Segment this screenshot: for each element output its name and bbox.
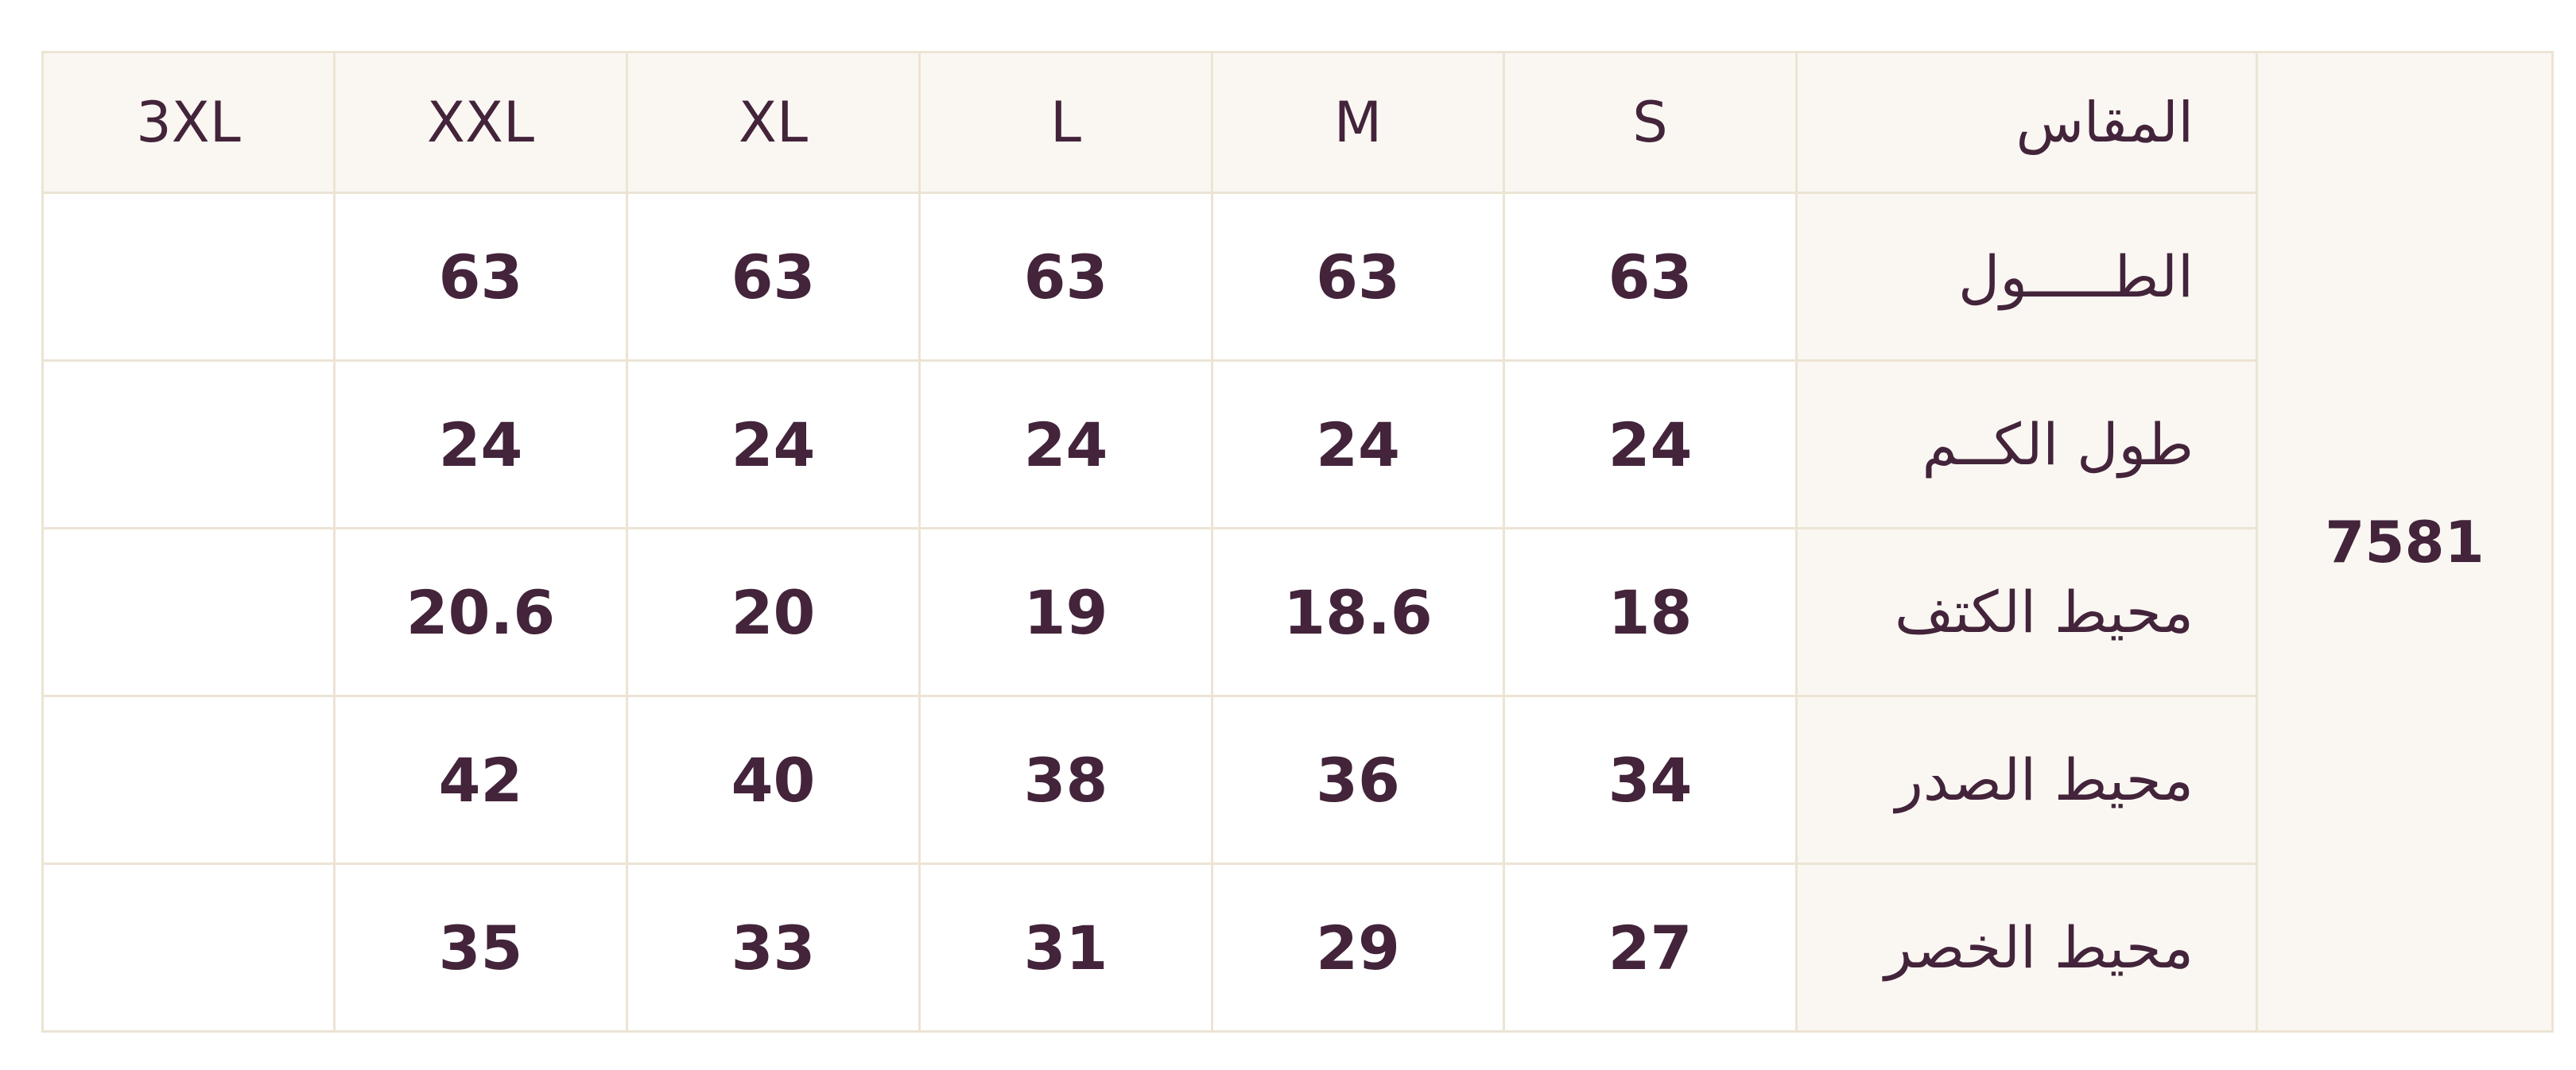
cell-value: 34 bbox=[1503, 695, 1798, 865]
cell-value: 36 bbox=[1211, 695, 1505, 865]
header-row: 7581 المقاس S M L XL XXL 3XL bbox=[41, 51, 2554, 1033]
cell-value: 63 bbox=[918, 192, 1213, 362]
cell-value: 42 bbox=[333, 695, 628, 865]
cell-value bbox=[41, 863, 336, 1033]
product-code: 7581 bbox=[2256, 51, 2554, 1033]
cell-value: 19 bbox=[918, 527, 1213, 697]
row-label: محيط الكتف bbox=[1795, 527, 2258, 697]
cell-value: 20 bbox=[626, 527, 921, 697]
table-row: محيط الكتف 18 18.6 19 20 20.6 bbox=[41, 527, 2553, 697]
size-header-3xl: 3XL bbox=[41, 51, 336, 194]
size-header-s: S bbox=[1503, 51, 1798, 194]
row-label: محيط الصدر bbox=[1795, 695, 2258, 865]
cell-value: 24 bbox=[918, 359, 1213, 529]
cell-value bbox=[41, 359, 336, 529]
size-header-m: M bbox=[1211, 51, 1505, 194]
cell-value: 18 bbox=[1503, 527, 1798, 697]
row-label: الطـــــول bbox=[1795, 192, 2258, 362]
row-label: طول الكــم bbox=[1795, 359, 2258, 529]
cell-value: 29 bbox=[1211, 863, 1505, 1033]
cell-value: 31 bbox=[918, 863, 1213, 1033]
table-row: طول الكــم 24 24 24 24 24 bbox=[41, 359, 2553, 529]
cell-value: 63 bbox=[333, 192, 628, 362]
cell-value bbox=[41, 192, 336, 362]
cell-value: 24 bbox=[626, 359, 921, 529]
row-label: محيط الخصر bbox=[1795, 863, 2258, 1033]
size-chart-table: 7581 المقاس S M L XL XXL 3XL الطـــــول … bbox=[41, 51, 2554, 1033]
size-header-label: المقاس bbox=[1795, 51, 2258, 194]
cell-value: 40 bbox=[626, 695, 921, 865]
size-header-xxl: XXL bbox=[333, 51, 628, 194]
cell-value: 33 bbox=[626, 863, 921, 1033]
cell-value: 27 bbox=[1503, 863, 1798, 1033]
cell-value: 24 bbox=[333, 359, 628, 529]
cell-value bbox=[41, 695, 336, 865]
cell-value: 18.6 bbox=[1211, 527, 1505, 697]
table-row: الطـــــول 63 63 63 63 63 bbox=[41, 192, 2553, 362]
size-header-l: L bbox=[918, 51, 1213, 194]
cell-value: 24 bbox=[1503, 359, 1798, 529]
cell-value: 35 bbox=[333, 863, 628, 1033]
table-row: محيط الصدر 34 36 38 40 42 bbox=[41, 695, 2553, 865]
table-row: محيط الخصر 27 29 31 33 35 bbox=[41, 863, 2553, 1033]
size-header-xl: XL bbox=[626, 51, 921, 194]
cell-value: 63 bbox=[1503, 192, 1798, 362]
cell-value: 63 bbox=[626, 192, 921, 362]
cell-value: 63 bbox=[1211, 192, 1505, 362]
cell-value: 24 bbox=[1211, 359, 1505, 529]
cell-value bbox=[41, 527, 336, 697]
cell-value: 38 bbox=[918, 695, 1213, 865]
cell-value: 20.6 bbox=[333, 527, 628, 697]
